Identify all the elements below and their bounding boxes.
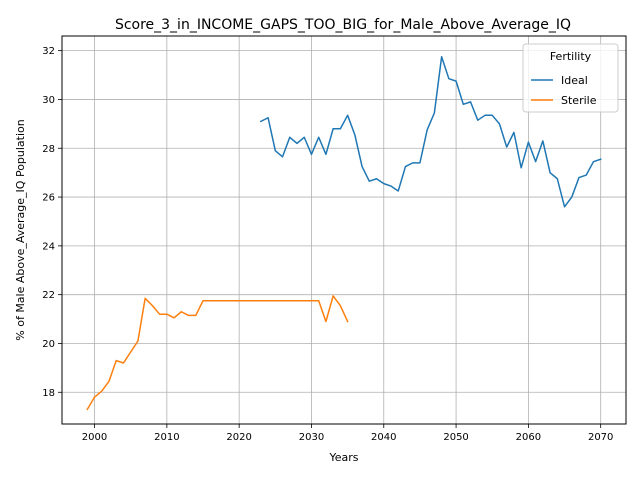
y-tick-label: 18 — [42, 388, 55, 399]
legend-title: Fertility — [550, 50, 592, 63]
x-tick-label: 2010 — [154, 432, 179, 443]
legend-label-sterile: Sterile — [561, 94, 597, 107]
y-tick-label: 22 — [42, 290, 55, 301]
series-line-ideal — [259, 55, 602, 208]
y-tick-label: 28 — [42, 144, 55, 155]
x-tick-label: 2040 — [371, 432, 396, 443]
x-tick-label: 2070 — [588, 432, 613, 443]
y-tick-label: 30 — [42, 95, 55, 106]
axis-ticks: 2000 2010 2020 2030 2040 2050 2060 2070 18 20 22 24… — [42, 46, 613, 443]
legend-box — [522, 43, 619, 113]
series-line-sterile — [86, 295, 349, 411]
legend-items: Ideal Sterile — [531, 74, 597, 107]
y-axis-label: % of Male Above_Average_IQ Population — [14, 119, 27, 341]
y-tick-label: 24 — [42, 241, 55, 252]
series-lines — [86, 55, 602, 411]
y-tick-label: 32 — [42, 46, 55, 57]
plot-frame — [61, 35, 627, 425]
x-tick-label: 2030 — [299, 432, 324, 443]
y-tick-label: 20 — [42, 339, 55, 350]
x-axis-label: Years — [328, 451, 358, 464]
legend: Fertility Ideal Sterile — [522, 43, 619, 113]
legend-label-ideal: Ideal — [561, 74, 588, 87]
x-tick-label: 2060 — [516, 432, 541, 443]
x-tick-label: 2050 — [443, 432, 468, 443]
chart-title: Score_3_in_INCOME_GAPS_TOO_BIG_for_Male_… — [115, 17, 571, 33]
y-tick-label: 26 — [42, 193, 55, 204]
x-tick-label: 2000 — [82, 432, 107, 443]
x-tick-label: 2020 — [226, 432, 251, 443]
